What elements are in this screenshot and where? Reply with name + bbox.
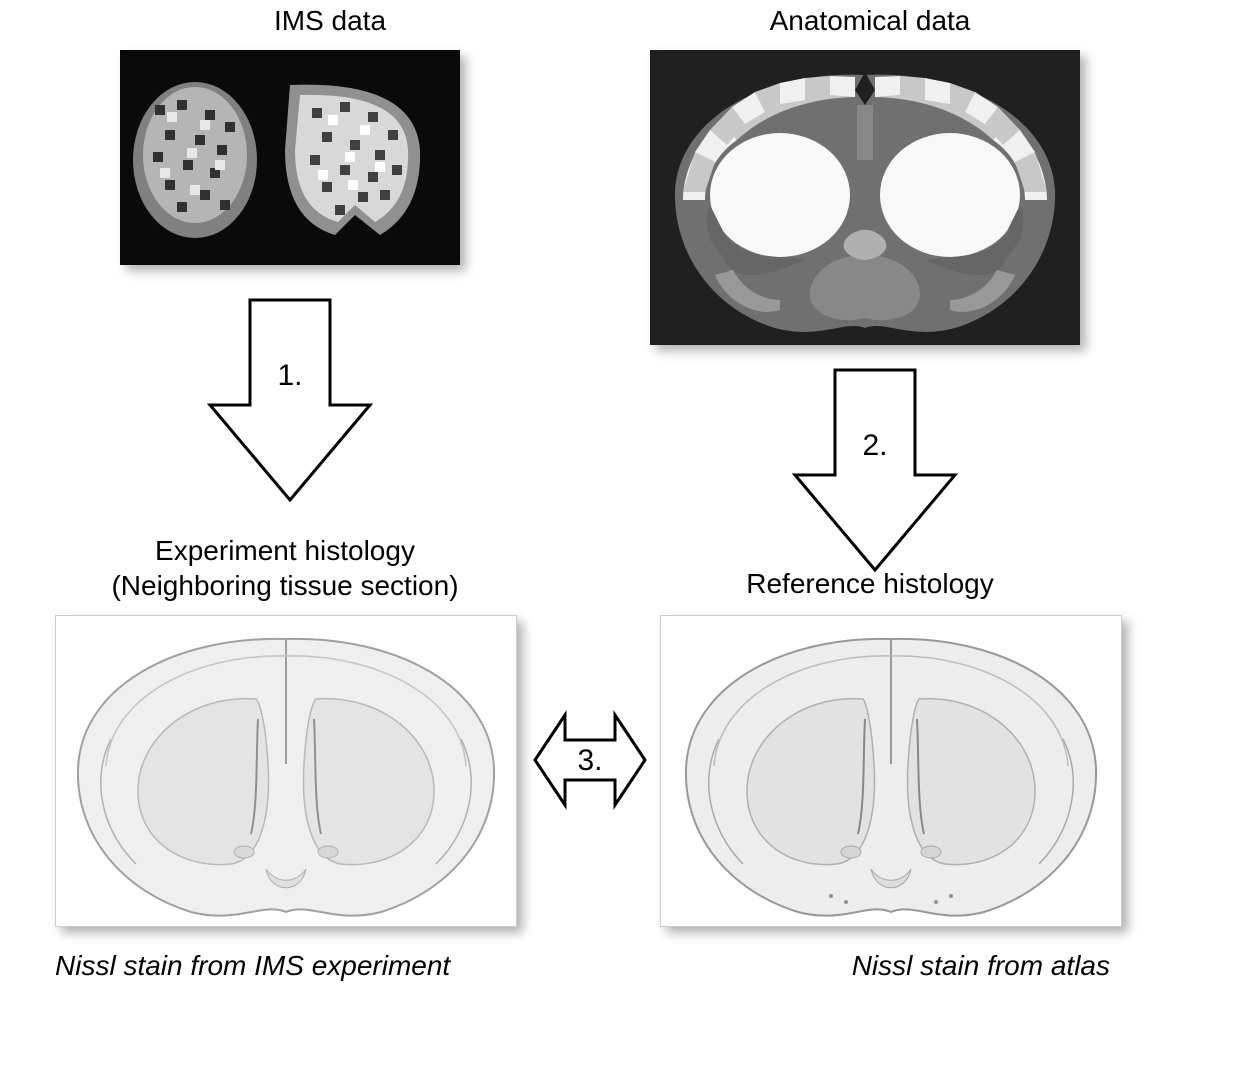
experiment-histology-image <box>56 616 516 926</box>
experiment-histology-panel <box>55 615 517 927</box>
reference-histology-panel <box>660 615 1122 927</box>
anatomical-data-label: Anatomical data <box>720 5 1020 37</box>
arrow-2-number: 2. <box>862 429 887 462</box>
reference-histology-image <box>661 616 1121 926</box>
arrow-1: 1. <box>205 295 375 505</box>
ims-data-image <box>120 50 460 265</box>
nissl-ims-caption: Nissl stain from IMS experiment <box>55 950 515 982</box>
ims-data-label: IMS data <box>190 5 470 37</box>
nissl-atlas-caption: Nissl stain from atlas <box>760 950 1110 982</box>
arrow-2: 2. <box>790 365 960 575</box>
experiment-histology-line2: (Neighboring tissue section) <box>111 570 458 601</box>
arrow-1-number: 1. <box>277 359 302 392</box>
arrow-3: 3. <box>530 695 650 825</box>
anatomical-data-panel <box>650 50 1080 345</box>
arrow-3-number: 3. <box>577 744 602 777</box>
anatomical-data-image <box>650 50 1080 345</box>
experiment-histology-label: Experiment histology (Neighboring tissue… <box>75 533 495 603</box>
experiment-histology-line1: Experiment histology <box>155 535 415 566</box>
ims-data-panel <box>120 50 460 265</box>
